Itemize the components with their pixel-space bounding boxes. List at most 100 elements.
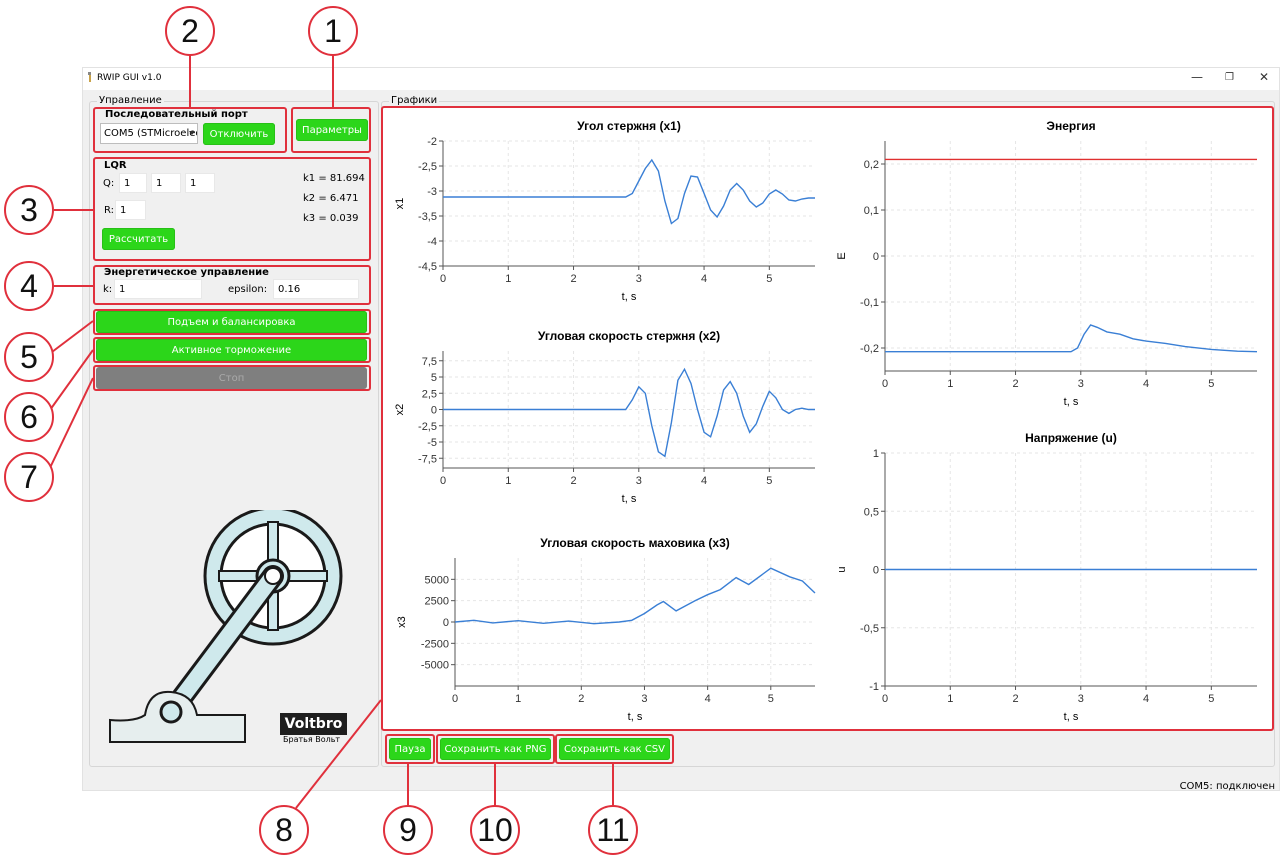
chart-title: Угол стержня (x1) xyxy=(577,119,681,133)
x-tick-label: 2 xyxy=(570,475,576,487)
window-title: RWIP GUI v1.0 xyxy=(97,73,162,83)
title-bar: RWIP GUI v1.0 — ❐ ✕ xyxy=(83,68,1279,90)
x-tick-label: 3 xyxy=(1078,693,1084,705)
x-axis-label: t, s xyxy=(1064,396,1079,408)
port-select[interactable]: COM5 (STMicroelectronics) xyxy=(100,123,198,144)
r-input[interactable]: 1 xyxy=(115,200,146,220)
x-tick-label: 3 xyxy=(636,273,642,285)
serial-port-label: Последовательный порт xyxy=(105,109,248,120)
y-axis-label: u xyxy=(836,566,848,572)
epsilon-input[interactable]: 0.16 xyxy=(273,279,359,299)
y-tick-label: -0,1 xyxy=(860,297,879,309)
epsilon-label: epsilon: xyxy=(228,284,268,295)
callout-3: 3 xyxy=(4,185,54,235)
x-tick-label: 2 xyxy=(570,273,576,285)
rod-icon xyxy=(160,565,284,723)
callout-11: 11 xyxy=(588,805,638,855)
chart-title: Угловая скорость маховика (x3) xyxy=(540,536,730,550)
k-label: k: xyxy=(103,284,113,295)
save-png-button[interactable]: Сохранить как PNG xyxy=(440,738,551,760)
close-icon[interactable]: ✕ xyxy=(1259,70,1270,84)
callout-6: 6 xyxy=(4,392,54,442)
y-tick-label: -4,5 xyxy=(418,261,437,273)
y-tick-label: -7,5 xyxy=(418,453,437,465)
x-axis-label: t, s xyxy=(622,493,637,505)
y-tick-label: -2 xyxy=(427,136,437,148)
y-tick-label: -3 xyxy=(427,186,437,198)
y-tick-label: 2,5 xyxy=(422,388,437,400)
y-tick-label: -5000 xyxy=(421,660,449,672)
x-tick-label: 4 xyxy=(701,273,707,285)
q1-input[interactable]: 1 xyxy=(119,173,147,193)
y-tick-label: 0,5 xyxy=(864,506,879,518)
y-tick-label: 0 xyxy=(873,251,879,263)
callout-5: 5 xyxy=(4,332,54,382)
q2-input[interactable]: 1 xyxy=(151,173,181,193)
y-tick-label: 0 xyxy=(431,405,437,417)
y-tick-label: 0 xyxy=(443,617,449,629)
series-line xyxy=(443,367,815,458)
y-tick-label: 0 xyxy=(873,565,879,577)
minimize-icon[interactable]: — xyxy=(1191,70,1203,84)
x-axis-label: t, s xyxy=(628,711,643,723)
callout-2: 2 xyxy=(165,6,215,56)
x-tick-label: 0 xyxy=(440,475,446,487)
callout-7: 7 xyxy=(4,452,54,502)
port-select-value: COM5 (STMicroelectronics) xyxy=(104,128,197,139)
y-tick-label: -2,5 xyxy=(418,421,437,433)
disconnect-button[interactable]: Отключить xyxy=(203,123,275,145)
pendulum-illustration xyxy=(109,510,343,743)
x-tick-label: 4 xyxy=(705,693,711,705)
x-tick-label: 4 xyxy=(701,475,707,487)
x-tick-label: 5 xyxy=(1208,378,1214,390)
x-tick-label: 1 xyxy=(947,378,953,390)
series-line xyxy=(454,567,816,625)
save-csv-button[interactable]: Сохранить как CSV xyxy=(559,738,670,760)
x-tick-label: 0 xyxy=(882,693,888,705)
calculate-button[interactable]: Рассчитать xyxy=(102,228,175,250)
app-icon xyxy=(88,72,91,82)
lqr-label: LQR xyxy=(104,160,127,171)
series-line xyxy=(885,324,1258,353)
x-tick-label: 5 xyxy=(768,693,774,705)
callout-4: 4 xyxy=(4,261,54,311)
swing-up-balance-button[interactable]: Подъем и балансировка xyxy=(96,311,367,333)
active-brake-button[interactable]: Активное торможение xyxy=(96,339,367,361)
control-group-label: Управление xyxy=(97,95,164,106)
q3-input[interactable]: 1 xyxy=(185,173,215,193)
y-tick-label: -1 xyxy=(869,681,879,693)
q-label: Q: xyxy=(103,178,115,189)
x-tick-label: 1 xyxy=(515,693,521,705)
y-axis-label: E xyxy=(836,252,848,259)
y-axis-label: x1 xyxy=(394,198,406,210)
chevron-down-icon xyxy=(189,131,195,135)
stand-icon xyxy=(109,690,246,743)
y-tick-label: -2500 xyxy=(421,638,449,650)
y-tick-label: -2,5 xyxy=(418,161,437,173)
k2-value: k2 = 6.471 xyxy=(303,193,359,204)
chart-title: Напряжение (u) xyxy=(1025,431,1117,445)
chart-title: Угловая скорость стержня (x2) xyxy=(538,329,720,343)
x-tick-label: 0 xyxy=(440,273,446,285)
x-tick-label: 2 xyxy=(578,693,584,705)
x-tick-label: 4 xyxy=(1143,693,1149,705)
y-tick-label: 1 xyxy=(873,448,879,460)
y-tick-label: -4 xyxy=(427,236,437,248)
y-tick-label: -3,5 xyxy=(418,211,437,223)
maximize-icon[interactable]: ❐ xyxy=(1225,72,1234,83)
pause-button[interactable]: Пауза xyxy=(389,738,431,760)
callout-10: 10 xyxy=(470,805,520,855)
params-button[interactable]: Параметры xyxy=(296,119,368,141)
stop-button[interactable]: Стоп xyxy=(96,367,367,389)
callout-9: 9 xyxy=(383,805,433,855)
x-tick-label: 0 xyxy=(452,693,458,705)
y-tick-label: -0,2 xyxy=(860,343,879,355)
y-tick-label: -0,5 xyxy=(860,623,879,635)
status-text: COM5: подключен xyxy=(1179,781,1275,792)
y-tick-label: 7,5 xyxy=(422,356,437,368)
k-input[interactable]: 1 xyxy=(114,279,202,299)
y-tick-label: -5 xyxy=(427,437,437,449)
x-tick-label: 0 xyxy=(882,378,888,390)
series-line xyxy=(443,158,815,225)
